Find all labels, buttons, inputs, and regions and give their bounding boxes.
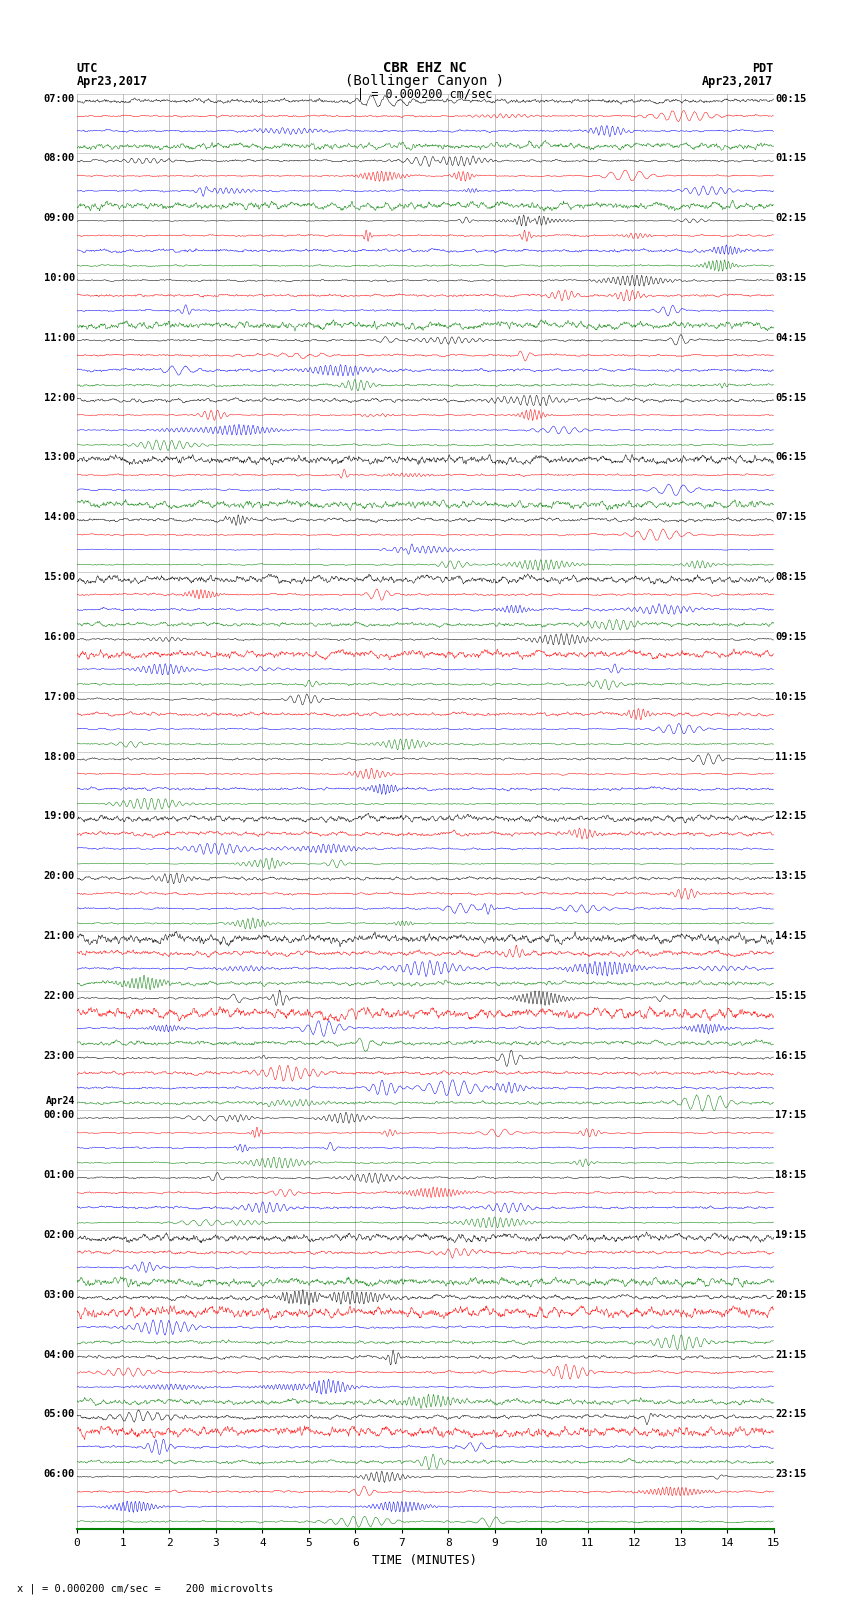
Text: PDT: PDT: [752, 61, 774, 76]
Text: 06:00: 06:00: [44, 1469, 75, 1479]
Text: Apr24: Apr24: [46, 1097, 75, 1107]
Text: 17:15: 17:15: [775, 1110, 806, 1121]
Text: 21:15: 21:15: [775, 1350, 806, 1360]
Text: 16:00: 16:00: [44, 632, 75, 642]
Text: 23:15: 23:15: [775, 1469, 806, 1479]
Text: 06:15: 06:15: [775, 453, 806, 463]
Text: 15:00: 15:00: [44, 573, 75, 582]
Text: 08:00: 08:00: [44, 153, 75, 163]
Text: 05:00: 05:00: [44, 1410, 75, 1419]
Text: 20:15: 20:15: [775, 1290, 806, 1300]
Text: 20:00: 20:00: [44, 871, 75, 881]
Text: Apr23,2017: Apr23,2017: [76, 74, 148, 87]
Text: | = 0.000200 cm/sec: | = 0.000200 cm/sec: [357, 87, 493, 100]
Text: 09:00: 09:00: [44, 213, 75, 223]
Text: 07:00: 07:00: [44, 94, 75, 103]
Text: 03:00: 03:00: [44, 1290, 75, 1300]
Text: 12:15: 12:15: [775, 811, 806, 821]
Text: Apr23,2017: Apr23,2017: [702, 74, 774, 87]
Text: (Bollinger Canyon ): (Bollinger Canyon ): [345, 74, 505, 87]
Text: 10:15: 10:15: [775, 692, 806, 702]
Text: 18:00: 18:00: [44, 752, 75, 761]
Text: 04:00: 04:00: [44, 1350, 75, 1360]
Text: 15:15: 15:15: [775, 990, 806, 1000]
Text: 01:00: 01:00: [44, 1171, 75, 1181]
Text: 02:00: 02:00: [44, 1231, 75, 1240]
Text: 12:00: 12:00: [44, 392, 75, 403]
X-axis label: TIME (MINUTES): TIME (MINUTES): [372, 1553, 478, 1566]
Text: 10:00: 10:00: [44, 273, 75, 282]
Text: 11:15: 11:15: [775, 752, 806, 761]
Text: 22:00: 22:00: [44, 990, 75, 1000]
Text: 00:00: 00:00: [44, 1110, 75, 1121]
Text: 09:15: 09:15: [775, 632, 806, 642]
Text: 07:15: 07:15: [775, 513, 806, 523]
Text: 13:15: 13:15: [775, 871, 806, 881]
Text: x | = 0.000200 cm/sec =    200 microvolts: x | = 0.000200 cm/sec = 200 microvolts: [17, 1582, 273, 1594]
Text: 23:00: 23:00: [44, 1050, 75, 1061]
Text: 08:15: 08:15: [775, 573, 806, 582]
Text: 04:15: 04:15: [775, 332, 806, 344]
Text: 19:00: 19:00: [44, 811, 75, 821]
Text: 19:15: 19:15: [775, 1231, 806, 1240]
Text: 18:15: 18:15: [775, 1171, 806, 1181]
Text: 05:15: 05:15: [775, 392, 806, 403]
Text: 14:15: 14:15: [775, 931, 806, 940]
Text: 13:00: 13:00: [44, 453, 75, 463]
Text: CBR EHZ NC: CBR EHZ NC: [383, 61, 467, 76]
Text: 17:00: 17:00: [44, 692, 75, 702]
Text: 01:15: 01:15: [775, 153, 806, 163]
Text: 14:00: 14:00: [44, 513, 75, 523]
Text: 00:15: 00:15: [775, 94, 806, 103]
Text: 03:15: 03:15: [775, 273, 806, 282]
Text: 02:15: 02:15: [775, 213, 806, 223]
Text: 21:00: 21:00: [44, 931, 75, 940]
Text: 11:00: 11:00: [44, 332, 75, 344]
Text: UTC: UTC: [76, 61, 98, 76]
Text: 22:15: 22:15: [775, 1410, 806, 1419]
Text: 16:15: 16:15: [775, 1050, 806, 1061]
